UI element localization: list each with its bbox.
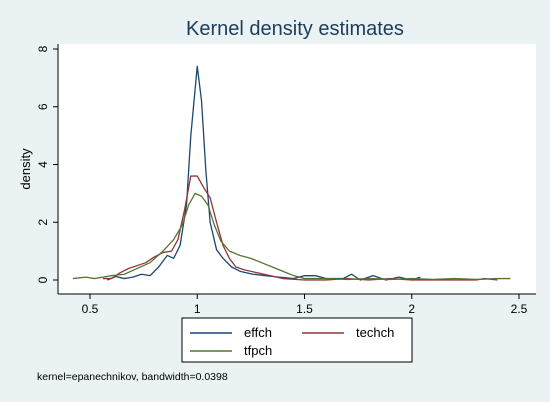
y-axis-label: density	[18, 148, 33, 190]
y-ticks: 0 2 4 6 8	[36, 45, 58, 283]
series-line-effch	[106, 65, 421, 281]
y-tick-label: 2	[36, 219, 50, 226]
plot-area	[58, 44, 536, 294]
x-tick-label: 1	[194, 302, 201, 316]
series-group	[72, 65, 511, 281]
x-tick-label: 1.5	[296, 302, 313, 316]
y-tick-label: 4	[36, 161, 50, 168]
x-tick-label: 0.5	[82, 302, 99, 316]
axes	[57, 44, 536, 295]
x-ticks: 0.5 1 1.5 2 2.5	[82, 294, 528, 316]
y-tick-label: 0	[36, 276, 50, 283]
legend-label-tfpch: tfpch	[244, 343, 272, 358]
legend: effch techch tfpch	[181, 317, 413, 363]
x-tick-label: 2	[408, 302, 415, 316]
legend-box	[181, 317, 413, 363]
y-tick-label: 6	[36, 103, 50, 110]
legend-label-effch: effch	[244, 325, 272, 340]
chart-title: Kernel density estimates	[186, 18, 404, 40]
legend-label-techch: techch	[356, 325, 394, 340]
legend-items: effch techch tfpch	[190, 325, 394, 358]
series-line-tfpch	[72, 192, 511, 281]
x-tick-label: 2.5	[511, 302, 528, 316]
y-tick-label: 8	[36, 45, 50, 52]
kernel-note: kernel=epanechnikov, bandwidth=0.0398	[37, 371, 228, 383]
